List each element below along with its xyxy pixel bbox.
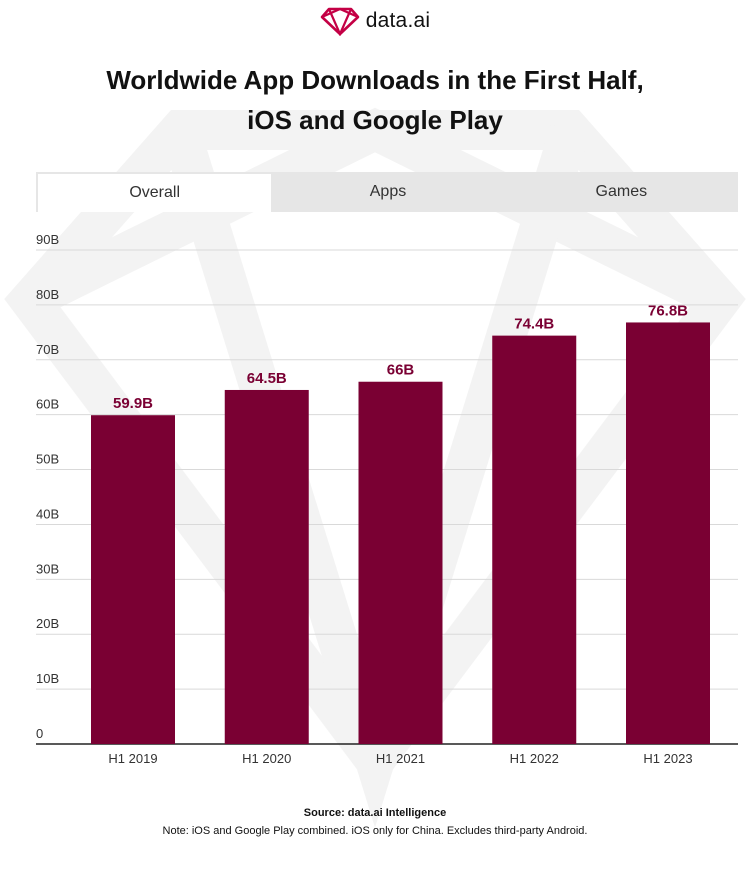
x-tick-label: H1 2022: [510, 751, 559, 766]
bar: [358, 381, 443, 744]
y-tick-label: 50B: [36, 452, 59, 467]
data-label: 76.8B: [648, 302, 688, 319]
source-note: Source: data.ai Intelligence: [303, 807, 447, 819]
data-label: 66B: [387, 362, 415, 379]
y-tick-label: 80B: [36, 287, 59, 302]
y-tick-label: 70B: [36, 342, 59, 357]
tab-apps[interactable]: Apps: [369, 183, 407, 200]
chart-title-line-2: iOS and Google Play: [247, 105, 503, 135]
data-label: 59.9B: [113, 395, 153, 412]
bar: [492, 335, 577, 744]
bar: [626, 322, 710, 744]
y-tick-label: 40B: [36, 506, 59, 521]
footnote: Note: iOS and Google Play combined. iOS …: [162, 825, 588, 837]
brand-name: data.ai: [365, 9, 431, 32]
y-tick-label: 60B: [36, 397, 59, 412]
y-tick-label: 20B: [36, 616, 59, 631]
y-tick-label: 90B: [36, 232, 59, 247]
tab-overall[interactable]: Overall: [36, 172, 272, 212]
bar: [224, 389, 309, 744]
y-tick-label: 10B: [36, 671, 59, 686]
brand-logo: data.ai: [0, 6, 750, 36]
chart-title: Worldwide App Downloads in the First Hal…: [0, 60, 750, 140]
bar: [91, 415, 175, 744]
y-tick-label: 30B: [36, 561, 59, 576]
chart-title-line-1: Worldwide App Downloads in the First Hal…: [106, 65, 644, 95]
x-tick-label: H1 2021: [376, 751, 425, 766]
diamond-logo-icon: [320, 6, 360, 36]
data-label: 64.5B: [247, 370, 287, 387]
x-tick-label: H1 2023: [643, 751, 692, 766]
tab-bar: Overall Apps Games: [36, 172, 738, 212]
data-label: 74.4B: [514, 316, 554, 333]
y-tick-label: 0: [36, 726, 43, 741]
x-tick-label: H1 2020: [242, 751, 291, 766]
tab-games[interactable]: Games: [595, 183, 648, 200]
x-tick-label: H1 2019: [108, 751, 157, 766]
